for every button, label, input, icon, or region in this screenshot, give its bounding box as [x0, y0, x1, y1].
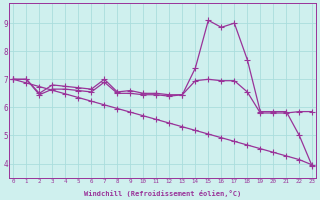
X-axis label: Windchill (Refroidissement éolien,°C): Windchill (Refroidissement éolien,°C) — [84, 190, 242, 197]
